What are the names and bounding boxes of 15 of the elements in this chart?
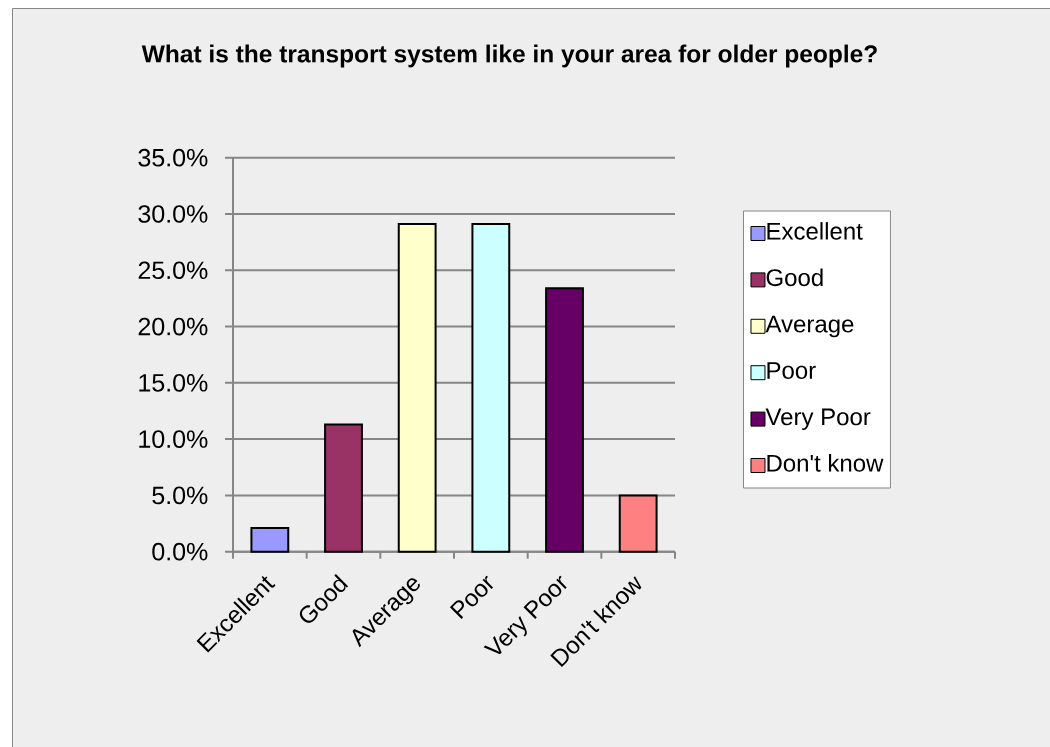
y-tick-label: 20.0% <box>138 317 208 336</box>
legend-label: Average <box>765 315 854 338</box>
legend-label: Good <box>766 268 823 287</box>
legend-label: Don't know <box>767 454 884 472</box>
legend-label: Very Poor <box>765 408 871 431</box>
y-tick-label: 30.0% <box>138 205 208 223</box>
y-tick-label: 35.0% <box>138 148 208 167</box>
y-tick-label: 10.0% <box>139 430 208 448</box>
y-tick-label: 25.0% <box>138 261 208 280</box>
chart-title: What is the transport system like in your area for older people? <box>141 44 877 68</box>
y-tick-label: 0.0% <box>152 542 208 561</box>
legend-label: Excellent <box>767 222 863 240</box>
legend-label: Poor <box>767 362 816 379</box>
y-tick-label: 15.0% <box>139 373 208 392</box>
y-tick-label: 5.0% <box>152 486 208 505</box>
